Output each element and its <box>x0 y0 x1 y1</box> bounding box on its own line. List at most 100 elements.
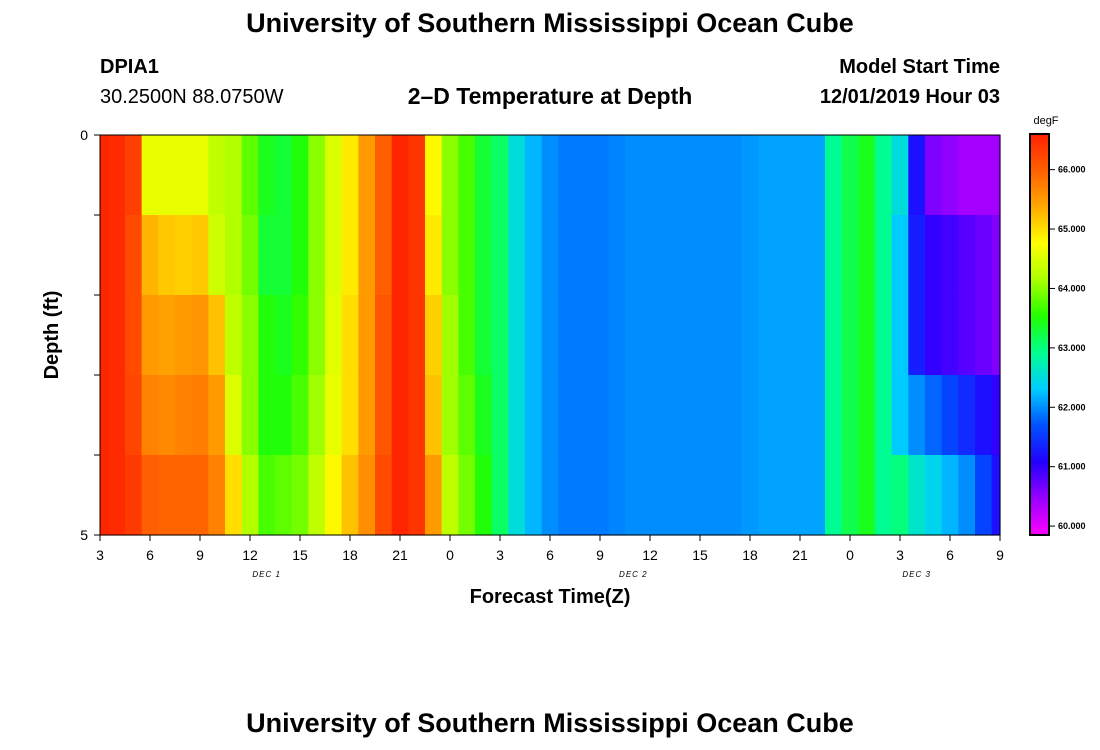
heatmap-cell <box>941 135 959 216</box>
heatmap-cell <box>208 135 226 216</box>
heatmap-cell <box>608 295 626 376</box>
heatmap-cell <box>225 375 243 456</box>
heatmap-cell <box>441 375 459 456</box>
heatmap-cell <box>741 455 759 536</box>
heatmap-cell <box>875 215 893 296</box>
heatmap-cell <box>575 135 593 216</box>
x-tick-label: 6 <box>146 547 154 563</box>
heatmap-cell <box>100 215 109 296</box>
heatmap-cell <box>241 295 259 376</box>
heatmap-cell <box>641 135 659 216</box>
heatmap-cell <box>108 135 126 216</box>
heatmap-cell <box>891 215 909 296</box>
heatmap-cell <box>791 135 809 216</box>
heatmap-cell <box>775 295 793 376</box>
heatmap-cell <box>375 215 393 296</box>
heatmap-cell <box>958 215 976 296</box>
heatmap-cell <box>591 295 609 376</box>
heatmap-cell <box>341 215 359 296</box>
heatmap-cell <box>158 455 176 536</box>
heatmap-cell <box>558 135 576 216</box>
x-axis: 3 6 9 12 15 18 21 0 3 6 9 12 15 18 21 0 3 6 9 DEC 1 DEC 2 DEC… <box>96 535 1004 579</box>
heatmap-cell <box>658 135 676 216</box>
heatmap-cell <box>841 375 859 456</box>
heatmap-cell <box>958 135 976 216</box>
heatmap-cell <box>908 135 926 216</box>
heatmap-cell <box>475 135 493 216</box>
heatmap-cell <box>841 215 859 296</box>
heatmap-cell <box>725 135 743 216</box>
heatmap-cell <box>541 455 559 536</box>
heatmap-cell <box>175 135 193 216</box>
heatmap-cell <box>925 295 943 376</box>
heatmap-cell <box>175 375 193 456</box>
heatmap-cell <box>158 135 176 216</box>
heatmap-cell <box>191 295 209 376</box>
heatmap-cell <box>375 455 393 536</box>
heatmap-cell <box>358 455 376 536</box>
heatmap-cell <box>225 215 243 296</box>
heatmap-cell <box>208 375 226 456</box>
heatmap-cell <box>408 455 426 536</box>
heatmap-cell <box>708 295 726 376</box>
heatmap-cell <box>841 295 859 376</box>
heatmap-cell <box>175 455 193 536</box>
heatmap-cell <box>475 295 493 376</box>
heatmap-cell <box>775 135 793 216</box>
heatmap-cell <box>258 215 276 296</box>
heatmap-cell <box>841 135 859 216</box>
chart-title: 2–D Temperature at Depth <box>407 83 693 109</box>
heatmap-cell <box>558 215 576 296</box>
heatmap-cell <box>100 375 109 456</box>
heatmap-cell <box>491 135 509 216</box>
heatmap-cell <box>591 135 609 216</box>
date-label: DEC 1 <box>252 570 281 579</box>
heatmap-cell <box>291 375 309 456</box>
heatmap-cell <box>108 295 126 376</box>
heatmap-cell <box>808 455 826 536</box>
heatmap-cell <box>458 215 476 296</box>
heatmap-cell <box>525 215 543 296</box>
heatmap-cell <box>391 375 409 456</box>
heatmap-cell <box>691 135 709 216</box>
heatmap-cell <box>558 295 576 376</box>
heatmap-cell <box>258 455 276 536</box>
heatmap-cell <box>408 135 426 216</box>
heatmap-cell <box>891 375 909 456</box>
x-tick-label: 15 <box>692 547 708 563</box>
colorbar-tick-label: 64.000 <box>1058 283 1086 293</box>
x-axis-title: Forecast Time(Z) <box>470 586 631 608</box>
heatmap-cell <box>541 135 559 216</box>
heatmap-cell <box>991 455 1001 536</box>
heatmap-cell <box>158 375 176 456</box>
heatmap-cell <box>791 295 809 376</box>
heatmap-cell <box>558 455 576 536</box>
heatmap-cell <box>658 375 676 456</box>
x-tick-label: 6 <box>546 547 554 563</box>
heatmap-cell <box>191 455 209 536</box>
colorbar-gradient <box>1029 133 1050 536</box>
x-tick-label: 3 <box>96 547 104 563</box>
heatmap-cell <box>475 375 493 456</box>
heatmap-cell <box>691 215 709 296</box>
colorbar-tick-label: 62.000 <box>1058 402 1086 412</box>
heatmap-cell <box>475 455 493 536</box>
heatmap-cell <box>591 375 609 456</box>
heatmap-cell <box>275 375 293 456</box>
x-tick-label: 9 <box>996 547 1004 563</box>
heatmap-cell <box>125 135 143 216</box>
heatmap-cell <box>991 135 1001 216</box>
x-tick-label: 9 <box>596 547 604 563</box>
heatmap-cell <box>291 215 309 296</box>
heatmap-cell <box>925 215 943 296</box>
heatmap-cell <box>341 295 359 376</box>
heatmap-cell <box>458 295 476 376</box>
date-label: DEC 2 <box>619 570 648 579</box>
heatmap-cell <box>208 295 226 376</box>
heatmap-cell <box>425 295 443 376</box>
heatmap-cell <box>158 215 176 296</box>
heatmap-cell <box>975 455 993 536</box>
station-coordinates: 30.2500N 88.0750W <box>100 86 284 108</box>
x-tick-label: 12 <box>242 547 258 563</box>
heatmap-cell <box>875 455 893 536</box>
